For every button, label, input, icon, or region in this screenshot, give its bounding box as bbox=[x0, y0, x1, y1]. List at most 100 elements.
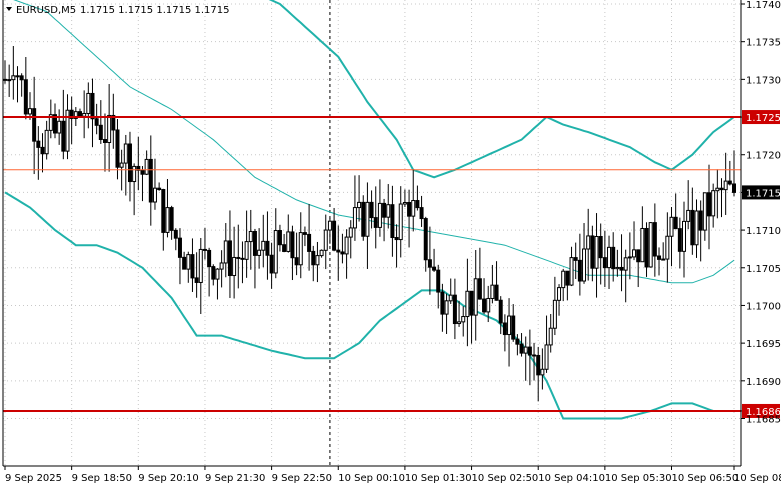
candle bbox=[569, 246, 574, 287]
candle-body bbox=[44, 129, 49, 155]
candle-body bbox=[111, 114, 116, 131]
candle-body bbox=[315, 255, 320, 266]
candle bbox=[552, 276, 557, 336]
candle bbox=[557, 284, 562, 316]
x-tick-label: 9 Sep 20:10 bbox=[138, 473, 198, 484]
candle-body bbox=[577, 259, 582, 282]
candle-body bbox=[207, 249, 212, 268]
candle-body bbox=[294, 257, 299, 266]
candle-body bbox=[77, 111, 82, 117]
candle bbox=[332, 207, 337, 252]
candle-body bbox=[69, 109, 74, 119]
candle-body bbox=[123, 143, 128, 164]
candle bbox=[61, 89, 66, 160]
candle-body bbox=[715, 187, 720, 192]
candle bbox=[411, 169, 416, 232]
candle bbox=[273, 208, 278, 279]
candle bbox=[352, 175, 357, 241]
candle bbox=[415, 185, 420, 211]
candle-body bbox=[719, 187, 724, 191]
candle bbox=[477, 247, 482, 300]
candle bbox=[3, 60, 7, 84]
candle-body bbox=[590, 235, 595, 269]
candle bbox=[594, 213, 599, 298]
x-tick-label: 10 Sep 04:10 bbox=[538, 473, 605, 484]
candle bbox=[473, 250, 478, 341]
candle bbox=[677, 217, 682, 269]
candle-body bbox=[494, 284, 499, 301]
x-tick-label: 9 Sep 22:50 bbox=[272, 473, 332, 484]
candle bbox=[57, 109, 62, 145]
candle-body bbox=[652, 222, 657, 257]
candle bbox=[627, 232, 632, 280]
candle-body bbox=[386, 204, 391, 218]
candle bbox=[590, 225, 595, 282]
candle-body bbox=[607, 246, 612, 269]
candle-body bbox=[7, 79, 12, 82]
price-levels bbox=[3, 116, 741, 412]
candle bbox=[32, 76, 37, 175]
candle bbox=[394, 224, 399, 268]
candle-body bbox=[619, 266, 624, 271]
candle bbox=[115, 118, 120, 180]
candle-body bbox=[198, 248, 203, 283]
candle-body bbox=[15, 75, 20, 78]
candle-body bbox=[19, 75, 24, 81]
candle-body bbox=[82, 112, 87, 117]
candle bbox=[523, 336, 528, 381]
candle bbox=[640, 206, 645, 263]
candle-body bbox=[486, 297, 491, 313]
candle bbox=[236, 224, 241, 289]
candle bbox=[207, 247, 212, 297]
candle-body bbox=[57, 120, 62, 134]
candle bbox=[723, 152, 728, 215]
candle bbox=[98, 100, 103, 144]
candle bbox=[65, 94, 70, 160]
candle-body bbox=[119, 162, 124, 168]
candle-body bbox=[511, 315, 516, 340]
candle bbox=[11, 46, 16, 100]
candle bbox=[111, 93, 116, 149]
candle-body bbox=[707, 192, 712, 217]
candle bbox=[277, 224, 282, 252]
candle bbox=[527, 329, 532, 386]
candle bbox=[452, 278, 457, 340]
candle bbox=[48, 99, 53, 139]
candle-body bbox=[698, 210, 703, 231]
candle-body bbox=[98, 124, 103, 141]
candle bbox=[215, 268, 220, 300]
candle bbox=[390, 185, 395, 257]
candle bbox=[211, 264, 216, 286]
candle bbox=[148, 135, 153, 226]
candle bbox=[482, 278, 487, 315]
candle-body bbox=[319, 249, 324, 257]
candle bbox=[707, 164, 712, 250]
candle bbox=[365, 182, 370, 269]
candle bbox=[261, 214, 266, 268]
candle bbox=[94, 103, 99, 135]
candle bbox=[19, 73, 24, 97]
candle-body bbox=[257, 249, 262, 256]
candle-body bbox=[482, 298, 487, 313]
candle-body bbox=[444, 300, 449, 315]
dropdown-triangle-icon[interactable] bbox=[6, 7, 12, 11]
bollinger-middle-line bbox=[13, 0, 735, 284]
candle bbox=[136, 136, 141, 191]
candle-body bbox=[419, 207, 424, 220]
candle-body bbox=[473, 278, 478, 316]
candle bbox=[319, 249, 324, 258]
candle-body bbox=[661, 258, 666, 261]
candle bbox=[427, 226, 432, 295]
candle bbox=[632, 221, 637, 261]
candle-body bbox=[727, 180, 732, 185]
level-price-tag bbox=[742, 403, 780, 418]
candle-body bbox=[490, 284, 495, 299]
candle bbox=[340, 233, 345, 264]
candle bbox=[173, 228, 178, 251]
candle-body bbox=[244, 241, 249, 260]
candle bbox=[490, 264, 495, 304]
candle-body bbox=[65, 109, 70, 152]
candle-body bbox=[265, 240, 270, 256]
